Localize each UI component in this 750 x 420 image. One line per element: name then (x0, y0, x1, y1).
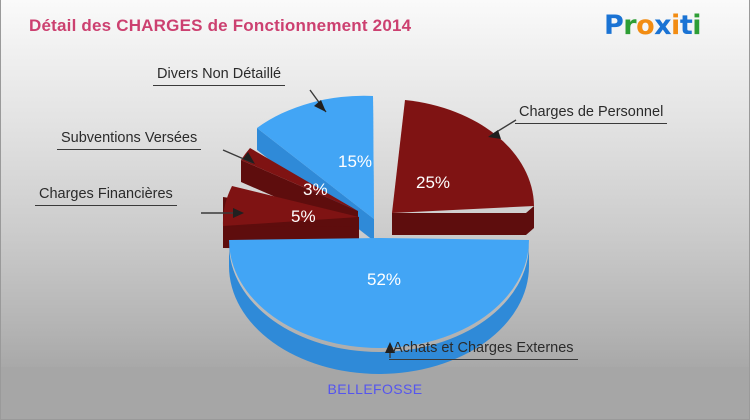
arrowhead-charges-financieres (233, 208, 244, 218)
footer-band (1, 367, 749, 419)
logo-letter-i2: i (692, 10, 701, 41)
callout-label-subventions-versees: Subventions Versées (57, 130, 202, 150)
slice-top-subventions-versees[interactable] (241, 148, 358, 211)
slice-value-charges-financieres: 5% (291, 207, 316, 226)
arrowhead-charges-de-personnel (488, 130, 501, 139)
slice-value-charges-de-personnel: 25% (416, 173, 451, 192)
arrowhead-divers-non-detaille (314, 100, 326, 112)
arrowhead-subventions-versees (243, 152, 255, 164)
logo-letter-i1: i (671, 10, 680, 41)
proxiti-logo[interactable]: Proxiti (603, 10, 702, 41)
slice-value-divers-non-detaille: 15% (338, 152, 373, 171)
slice-top-achats-et-charges-externes[interactable] (229, 238, 529, 348)
callout-label-achats-et-charges-externes: Achats et Charges Externes (389, 340, 578, 360)
slice-top-charges-de-personnel[interactable] (392, 100, 534, 213)
slice-value-achats-et-charges-externes: 52% (367, 270, 402, 289)
logo-letter-t: t (679, 10, 693, 41)
logo-letter-r: r (623, 10, 637, 41)
slice-side-charges-de-personnel (392, 206, 534, 235)
commune-name-label: BELLEFOSSE (327, 381, 423, 397)
logo-letter-p: P (603, 10, 624, 41)
logo-letter-x: x (654, 10, 672, 41)
slice-value-subventions-versees: 3% (303, 180, 328, 199)
logo-letter-o: o (636, 10, 655, 41)
slice-top-charges-financieres[interactable] (222, 186, 359, 226)
page-title: Détail des CHARGES de Fonctionnement 201… (29, 16, 412, 35)
callout-label-charges-financieres: Charges Financières (35, 186, 177, 206)
callout-label-divers-non-detaille: Divers Non Détaillé (153, 66, 286, 86)
callout-label-charges-de-personnel: Charges de Personnel (515, 104, 668, 124)
slice-top-divers-non-detaille[interactable] (257, 95, 374, 219)
callout-arrowheads (233, 100, 501, 353)
slice-side-achats-et-charges-externes (229, 244, 529, 374)
arrowhead-achats-et-charges-externes (385, 342, 395, 353)
